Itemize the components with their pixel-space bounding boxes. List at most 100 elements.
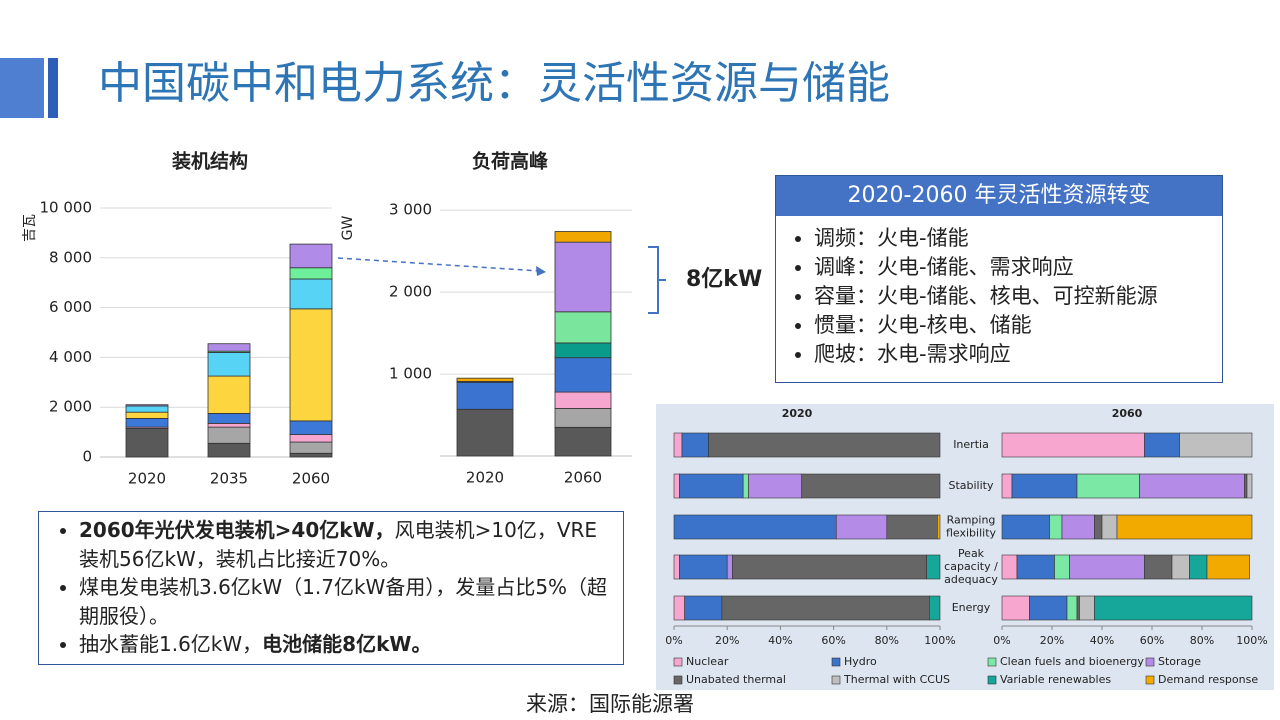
x-tick-label: 40% — [768, 634, 792, 647]
bar-segment — [289, 420, 333, 435]
bar-segment — [207, 422, 251, 428]
x-tick-label: 80% — [1190, 634, 1214, 647]
x-tick-label: 100% — [1236, 634, 1267, 647]
legend-label: Unabated thermal — [686, 673, 786, 686]
bar-segment — [1116, 514, 1253, 540]
bar-segment — [554, 426, 612, 457]
bar-segment — [726, 554, 733, 580]
bar-segment — [207, 426, 251, 444]
bar-segment — [125, 411, 169, 419]
bar-segment — [673, 595, 685, 621]
box-item: 爬坡：水电-需求响应 — [814, 340, 1222, 369]
x-tick-label: 2020 — [466, 469, 504, 487]
annotation: 8亿kW — [686, 267, 762, 292]
bar-segment — [1001, 514, 1050, 540]
bar-segment — [748, 473, 802, 499]
bar-segment — [554, 342, 612, 359]
x-tick-label: 60% — [1140, 634, 1164, 647]
bar-segment — [207, 442, 251, 458]
bar-segment — [1054, 554, 1070, 580]
source: 来源：国际能源署 — [526, 692, 694, 716]
note-item: 煤电发电装机3.6亿kW（1.7亿kW备用），发量占比5%（超期服役）。 — [79, 573, 611, 630]
bar-segment — [1144, 432, 1180, 458]
bar-segment — [1179, 432, 1253, 458]
x-tick-label: 20% — [1040, 634, 1064, 647]
bar-segment — [1029, 595, 1068, 621]
bar-segment — [207, 413, 251, 424]
y-tick-label: 4 000 — [49, 348, 92, 366]
bar-segment — [684, 595, 723, 621]
bar-segment — [289, 308, 333, 422]
y-axis-label: 吉瓦 — [22, 214, 38, 242]
bar-segment — [1001, 432, 1145, 458]
bar-segment — [1094, 595, 1253, 621]
bar-segment — [289, 267, 333, 280]
chart-title: 负荷高峰 — [472, 150, 549, 173]
category-label: Peak capacity / adequacy — [944, 547, 998, 586]
bar-segment — [673, 514, 837, 540]
note-run: 煤电发电装机3.6亿kW（1.7亿kW备用），发量占比5%（超期服役）。 — [79, 575, 608, 628]
y-axis-label: GW — [340, 216, 356, 241]
bar-segment — [289, 243, 333, 269]
note-run: 2060年光伏发电装机>40亿kW， — [79, 518, 395, 542]
bar-segment — [708, 432, 941, 458]
bar-segment — [554, 357, 612, 393]
bar-segment — [125, 418, 169, 428]
bar-segment — [937, 514, 941, 540]
title-accent — [48, 58, 58, 118]
legend-label: Nuclear — [686, 655, 729, 668]
note-run: 风电装机>10亿，VRE装机56亿kW，装机占比接近70%。 — [79, 518, 598, 571]
bar-segment — [926, 554, 941, 580]
legend-label: Clean fuels and bioenergy — [1000, 655, 1144, 668]
x-tick-label: 0% — [665, 634, 682, 647]
x-tick-label: 2020 — [128, 470, 166, 488]
transition-box: 2020-2060 年灵活性资源转变 调频：火电-储能调峰：火电-储能、需求响应… — [775, 175, 1223, 383]
legend-swatch — [831, 675, 841, 685]
bar-segment — [125, 405, 169, 413]
x-tick-label: 80% — [875, 634, 899, 647]
bar-segment — [554, 311, 612, 344]
legend-label: Demand response — [1158, 673, 1258, 686]
bar-segment — [1171, 554, 1190, 580]
bar-segment — [1101, 514, 1118, 540]
bar-segment — [456, 381, 514, 410]
note-run: 电池储能8亿kW。 — [262, 632, 432, 656]
bar-segment — [681, 432, 709, 458]
bar-segment — [289, 434, 333, 443]
legend-swatch — [987, 675, 997, 685]
bar-segment — [1061, 514, 1095, 540]
bar-segment — [1189, 554, 1208, 580]
bar-segment — [554, 231, 612, 243]
bar-segment — [554, 391, 612, 409]
bar-segment — [679, 473, 744, 499]
bar-segment — [1246, 473, 1253, 499]
x-tick-label: 2035 — [210, 470, 248, 488]
legend-label: Thermal with CCUS — [843, 673, 950, 686]
bar-segment — [732, 554, 928, 580]
x-tick-label: 20% — [715, 634, 739, 647]
bar-segment — [289, 452, 333, 458]
y-tick-label: 10 000 — [40, 199, 93, 217]
bar-segment — [1016, 554, 1055, 580]
bar-segment — [1001, 554, 1018, 580]
bar-segment — [456, 408, 514, 457]
bar-segment — [207, 352, 251, 377]
y-tick-label: 6 000 — [49, 298, 92, 316]
y-tick-label: 1 000 — [389, 365, 432, 383]
bar-segment — [1094, 514, 1103, 540]
bar-segment — [1076, 473, 1140, 499]
note-run: 抽水蓄能1.6亿kW， — [79, 632, 263, 656]
box-list: 调频：火电-储能调峰：火电-储能、需求响应容量：火电-储能、核电、可控新能源惯量… — [776, 224, 1222, 369]
legend-swatch — [831, 657, 841, 667]
note-item: 抽水蓄能1.6亿kW，电池储能8亿kW。 — [79, 630, 611, 659]
y-tick-label: 2 000 — [49, 398, 92, 416]
x-tick-label: 2060 — [564, 469, 602, 487]
bar-segment — [1079, 595, 1095, 621]
notes-list: 2060年光伏发电装机>40亿kW，风电装机>10亿，VRE装机56亿kW，装机… — [51, 516, 611, 659]
bar-segment — [721, 595, 930, 621]
bar-segment — [1001, 473, 1013, 499]
bar-segment — [835, 514, 888, 540]
bar-segment — [673, 554, 680, 580]
